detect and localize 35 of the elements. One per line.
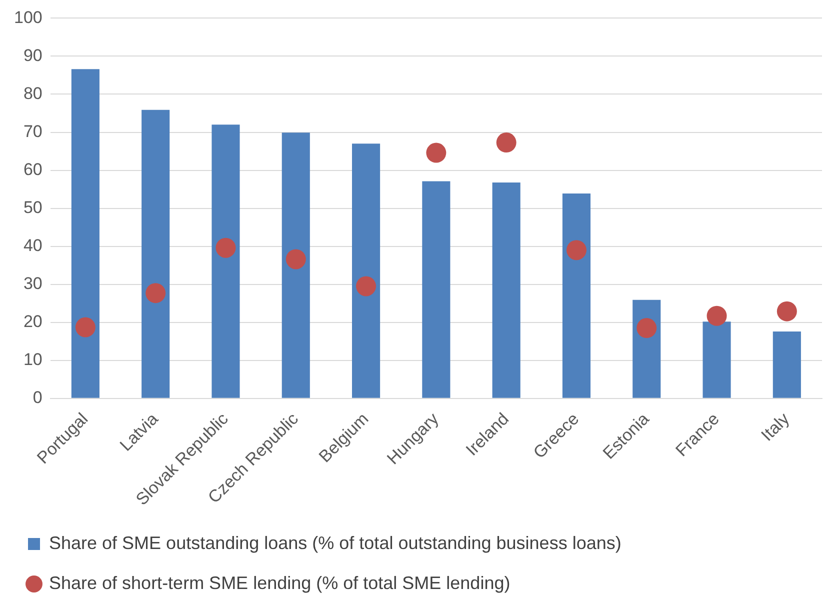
bar bbox=[282, 132, 310, 398]
point bbox=[496, 132, 516, 153]
bar bbox=[422, 181, 450, 398]
y-tick-label: 30 bbox=[23, 274, 42, 294]
bar bbox=[702, 322, 731, 398]
y-tick-label: 10 bbox=[23, 350, 42, 370]
y-tick-label: 50 bbox=[23, 198, 42, 217]
bar bbox=[562, 193, 591, 398]
point bbox=[216, 238, 236, 258]
bar bbox=[142, 110, 170, 398]
y-tick-label: 20 bbox=[23, 312, 42, 332]
y-tick-label: 80 bbox=[23, 84, 42, 103]
point bbox=[286, 249, 306, 270]
legend-label: Share of short-term SME lending (% of total SME lending) bbox=[49, 572, 510, 593]
y-tick-label: 60 bbox=[23, 160, 42, 179]
point bbox=[75, 317, 96, 338]
point bbox=[146, 283, 166, 304]
point bbox=[636, 318, 657, 338]
y-tick-label: 70 bbox=[23, 122, 42, 141]
bar bbox=[772, 331, 801, 398]
bar bbox=[71, 69, 100, 398]
bar bbox=[352, 144, 380, 398]
bar bbox=[212, 124, 240, 398]
x-tick-label: Italy bbox=[758, 408, 794, 445]
y-tick-label: 100 bbox=[14, 8, 42, 27]
y-tick-label: 0 bbox=[32, 388, 42, 408]
y-tick-label: 90 bbox=[23, 46, 42, 65]
point bbox=[706, 306, 727, 326]
point bbox=[776, 301, 797, 322]
point bbox=[356, 276, 376, 296]
legend-label: Share of SME outstanding loans (% of total outstanding business loans) bbox=[49, 532, 622, 553]
point bbox=[426, 142, 446, 163]
y-tick-label: 40 bbox=[23, 236, 42, 255]
bar bbox=[492, 182, 520, 398]
point bbox=[566, 240, 586, 260]
